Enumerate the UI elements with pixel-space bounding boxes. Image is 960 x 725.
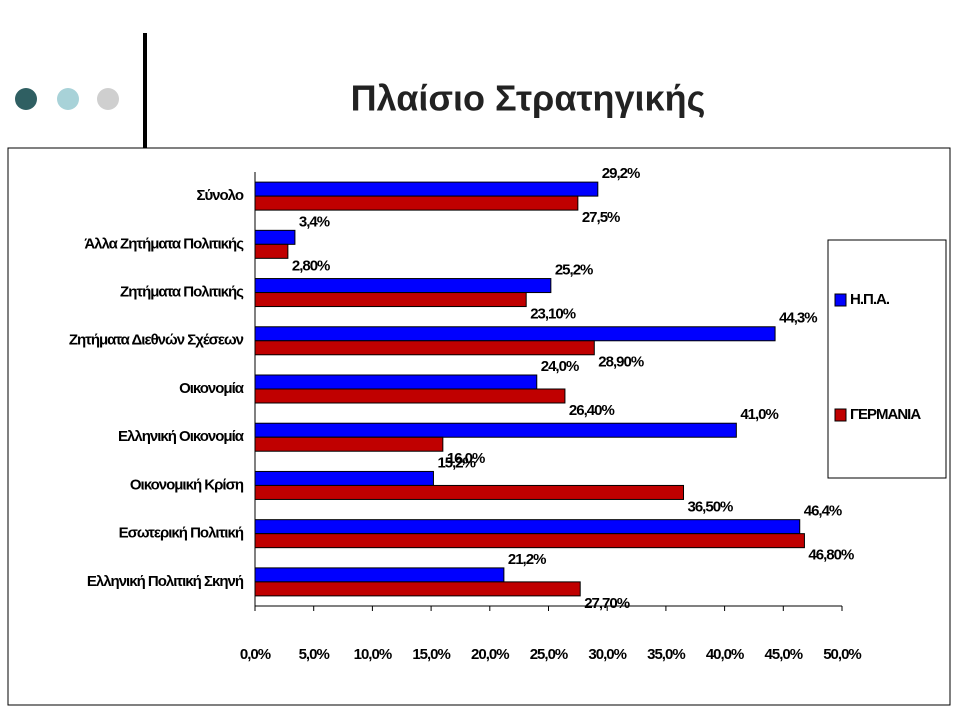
legend-swatch	[834, 293, 847, 307]
bar	[254, 519, 801, 535]
value-label: 27,70%	[584, 595, 630, 612]
y-tick-label: Οικονομική Κρίση	[130, 476, 244, 493]
legend-box	[827, 239, 947, 479]
x-tick-label: 10,0%	[354, 646, 392, 663]
y-tick-label: Εσωτερική Πολιτική	[119, 525, 244, 542]
x-tick-label: 5,0%	[299, 646, 330, 663]
y-tick-label: Ζητήματα Διεθνών Σχέσεων	[69, 332, 244, 349]
bar	[254, 436, 444, 452]
value-label: 3,4%	[299, 213, 330, 230]
chart-frame	[7, 147, 951, 706]
legend-swatch	[834, 408, 847, 422]
value-label: 28,90%	[598, 354, 644, 371]
bar	[254, 195, 579, 211]
bar	[254, 581, 581, 597]
value-label: 15,2%	[437, 454, 475, 471]
value-label: 29,2%	[602, 165, 640, 182]
value-label: 46,4%	[804, 503, 842, 520]
value-label: 27,5%	[582, 209, 620, 226]
value-label: 46,80%	[808, 547, 854, 564]
bar	[254, 533, 805, 549]
value-label: 25,2%	[555, 262, 593, 279]
bar	[254, 229, 296, 245]
value-label: 2,80%	[292, 257, 330, 274]
y-tick-label: Ελληνική Πολιτική Σκηνή	[87, 573, 244, 590]
legend-label: Η.Π.Α.	[850, 291, 890, 308]
value-label: 24,0%	[541, 358, 579, 375]
slide-title: Πλαίσιο Στρατηγικής	[351, 78, 706, 119]
value-label: 23,10%	[530, 306, 576, 323]
value-label: 21,2%	[508, 551, 546, 568]
bar	[254, 567, 505, 583]
y-tick-label: Ελληνική Οικονομία	[118, 428, 245, 445]
bar	[254, 388, 566, 404]
x-tick-label: 50,0%	[823, 646, 861, 663]
x-tick-label: 15,0%	[412, 646, 450, 663]
bar	[254, 278, 552, 294]
y-tick-label: Σύνολο	[196, 187, 243, 204]
bar	[254, 422, 737, 438]
x-tick-label: 35,0%	[647, 646, 685, 663]
value-label: 16,0%	[447, 450, 485, 467]
x-tick-label: 20,0%	[471, 646, 509, 663]
bar	[254, 374, 538, 390]
value-label: 41,0%	[740, 406, 778, 423]
x-tick-label: 30,0%	[588, 646, 626, 663]
x-tick-label: 40,0%	[706, 646, 744, 663]
x-tick-label: 25,0%	[530, 646, 568, 663]
bar	[254, 470, 434, 486]
decor-dot	[15, 88, 37, 110]
value-label: 44,3%	[779, 310, 817, 327]
bar	[254, 292, 527, 308]
bar	[254, 484, 685, 500]
bar	[254, 340, 595, 356]
legend-label: ΓΕΡΜΑΝΙΑ	[850, 406, 921, 423]
value-label: 36,50%	[688, 498, 734, 515]
decor-dot	[57, 88, 79, 110]
x-tick-label: 45,0%	[765, 646, 803, 663]
bar	[254, 181, 599, 197]
decor-dot	[97, 88, 119, 110]
x-tick-label: 0,0%	[240, 646, 271, 663]
y-tick-label: Οικονομία	[179, 380, 245, 397]
y-tick-label: Άλλα Ζητήματα Πολιτικής	[84, 235, 244, 252]
bar	[254, 326, 776, 342]
value-label: 26,40%	[569, 402, 615, 419]
y-tick-label: Ζητήματα Πολιτικής	[120, 284, 244, 301]
bar	[254, 243, 289, 259]
